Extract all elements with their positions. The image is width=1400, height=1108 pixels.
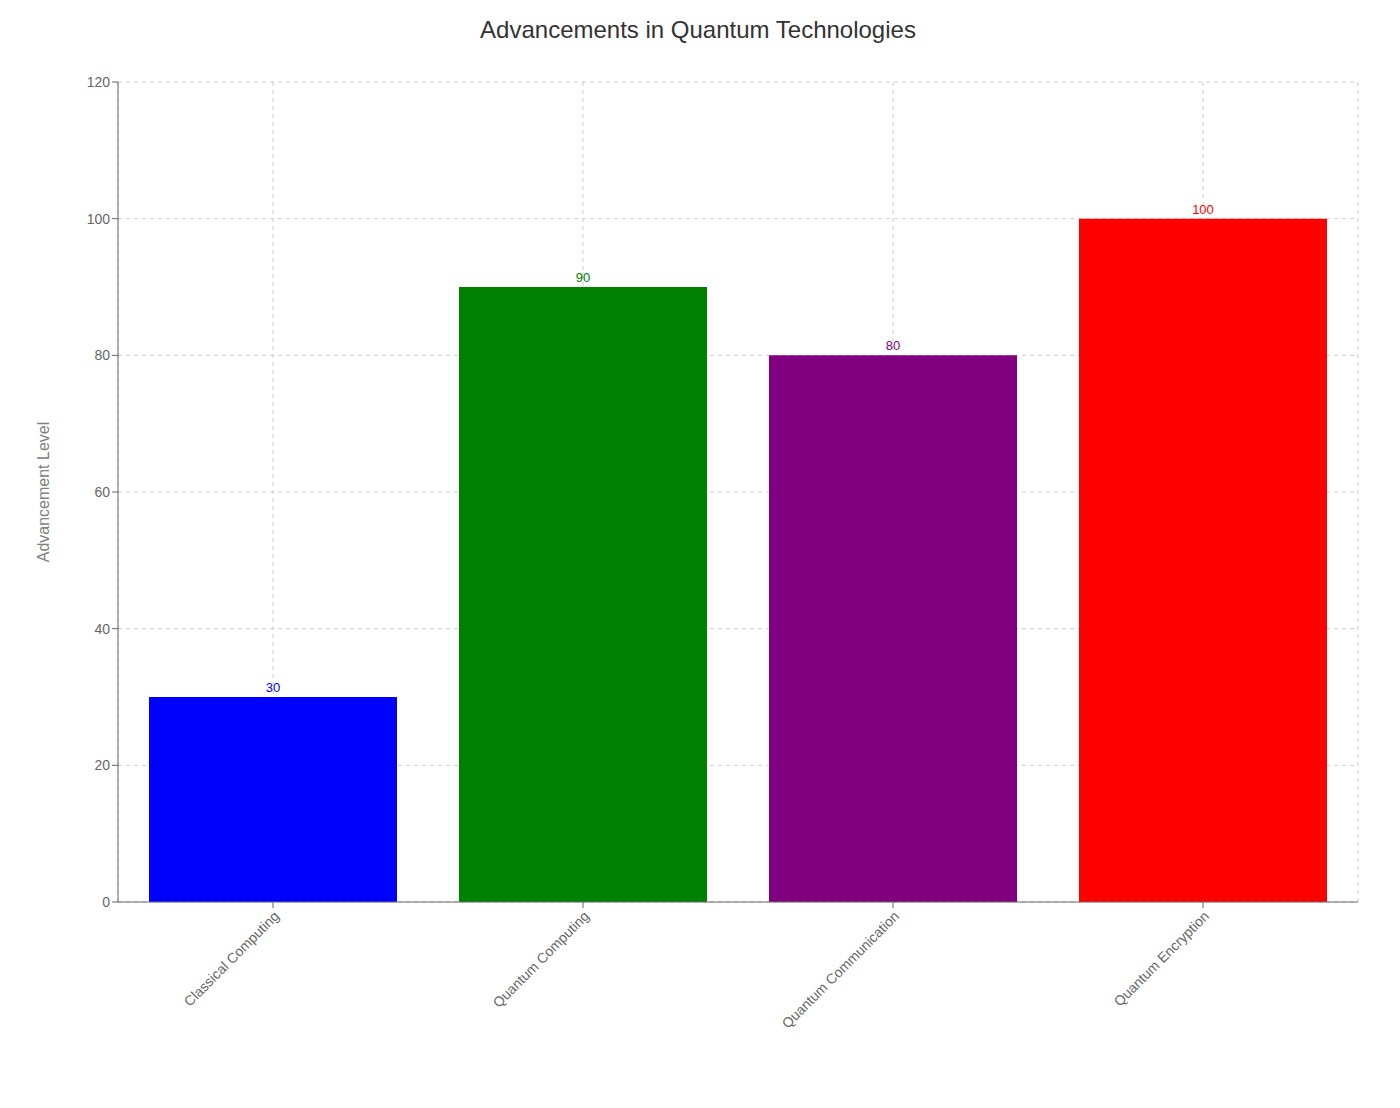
svg-text:Quantum Computing: Quantum Computing [489,908,592,1011]
svg-text:Quantum Communication: Quantum Communication [779,908,903,1032]
svg-text:80: 80 [886,338,900,353]
svg-text:100: 100 [1192,202,1214,217]
svg-text:30: 30 [266,680,280,695]
svg-text:Classical Computing: Classical Computing [181,908,283,1010]
svg-text:80: 80 [94,347,110,363]
svg-text:60: 60 [94,484,110,500]
svg-text:Advancement Level: Advancement Level [35,422,52,563]
svg-text:Quantum Encryption: Quantum Encryption [1111,908,1213,1010]
svg-text:120: 120 [87,74,111,90]
svg-text:100: 100 [87,211,111,227]
svg-text:0: 0 [102,894,110,910]
svg-text:40: 40 [94,621,110,637]
svg-text:20: 20 [94,757,110,773]
svg-text:90: 90 [576,270,590,285]
html-text:Advancements in Quantum Techno: Advancements in Quantum Technologies [480,16,916,43]
